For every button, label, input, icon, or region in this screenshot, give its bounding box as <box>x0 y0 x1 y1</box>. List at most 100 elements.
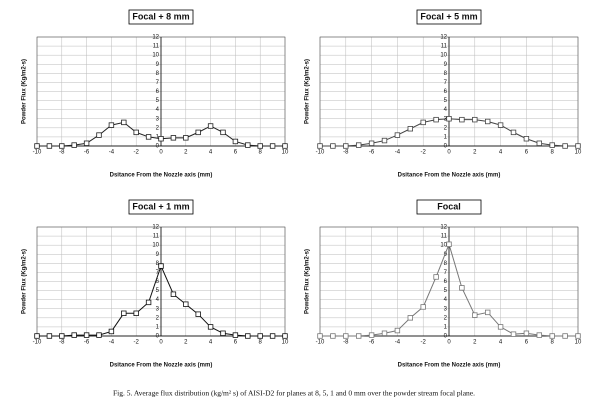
x-tick-label: -8 <box>59 340 65 346</box>
data-point <box>158 263 164 269</box>
data-point <box>96 332 102 338</box>
x-tick-label: -4 <box>395 340 401 346</box>
x-tick-label: 2 <box>473 340 477 346</box>
x-tick-label: 8 <box>259 340 263 346</box>
data-point <box>133 310 139 316</box>
y-tick-label: 6 <box>444 89 448 95</box>
y-tick-label: 9 <box>444 62 448 68</box>
data-point <box>368 140 375 146</box>
x-axis-label: Dsitance From the Nozzle axis (mm) <box>110 363 213 369</box>
y-tick-label: 7 <box>156 80 160 86</box>
data-point <box>484 309 491 316</box>
data-point <box>317 143 323 149</box>
data-point <box>232 138 239 145</box>
data-point <box>59 333 65 339</box>
data-point <box>381 137 388 144</box>
data-point <box>355 333 362 339</box>
data-point <box>108 122 115 128</box>
y-tick-label: 4 <box>156 297 160 303</box>
y-tick-label: 9 <box>156 252 160 258</box>
x-tick-label: 6 <box>234 150 238 156</box>
y-tick-label: 12 <box>152 35 159 41</box>
y-tick-label: 0 <box>444 144 448 150</box>
data-point <box>269 333 276 339</box>
y-tick-label: 11 <box>441 44 448 50</box>
data-point <box>472 116 478 123</box>
x-tick-label: 0 <box>159 340 163 346</box>
data-point <box>269 143 276 149</box>
y-tick-label: 10 <box>440 53 447 59</box>
data-point <box>46 333 53 339</box>
x-axis-label: Dsitance From the Nozzle axis (mm) <box>398 363 501 369</box>
data-point <box>446 116 452 122</box>
x-tick-label: 10 <box>575 340 582 346</box>
data-point <box>446 241 452 247</box>
data-point <box>220 129 226 136</box>
data-point <box>562 333 568 339</box>
y-tick-label: 9 <box>444 252 448 258</box>
y-tick-label: 3 <box>444 306 448 312</box>
x-tick-label: 0 <box>447 340 451 346</box>
data-point <box>183 301 189 307</box>
chart-title: Focal + 1 mm <box>132 201 189 211</box>
y-axis-label: Powder Flux (Kg/m2-s) <box>305 249 311 314</box>
data-point <box>549 142 555 148</box>
title-box <box>128 9 194 25</box>
data-point <box>158 136 164 142</box>
data-point <box>536 332 542 338</box>
caption: Fig. 5. Average flux distribution (kg/m²… <box>113 389 475 398</box>
data-point <box>394 132 401 138</box>
data-point <box>575 333 581 339</box>
x-tick-label: -4 <box>109 150 115 156</box>
x-tick-label: -2 <box>421 340 427 346</box>
x-tick-label: 10 <box>282 150 289 156</box>
y-tick-label: 5 <box>444 98 448 104</box>
data-point <box>472 312 478 318</box>
y-tick-label: 12 <box>440 225 447 231</box>
data-point <box>257 333 263 339</box>
x-tick-label: 0 <box>159 150 163 156</box>
data-point <box>433 274 439 280</box>
y-tick-label: 12 <box>440 35 447 41</box>
y-tick-label: 0 <box>156 144 160 150</box>
y-tick-label: 2 <box>156 315 160 321</box>
x-tick-label: -8 <box>343 340 349 346</box>
data-point <box>317 333 323 339</box>
x-tick-label: 2 <box>184 150 188 156</box>
y-tick-label: 5 <box>156 288 160 294</box>
x-tick-label: -8 <box>343 150 349 156</box>
y-tick-label: 9 <box>156 62 160 68</box>
data-point <box>459 116 465 123</box>
data-point <box>195 311 201 317</box>
x-tick-label: 6 <box>234 340 238 346</box>
data-point <box>510 331 517 337</box>
data-point <box>523 136 530 142</box>
x-tick-label: 4 <box>209 150 213 156</box>
y-tick-label: 11 <box>153 44 160 50</box>
data-point <box>355 142 362 148</box>
data-point <box>83 140 90 146</box>
y-tick-label: 8 <box>156 261 160 267</box>
data-point <box>459 285 465 291</box>
y-tick-label: 2 <box>444 315 448 321</box>
data-point <box>71 332 77 338</box>
x-tick-label: -6 <box>369 340 375 346</box>
x-axis-label: Dsitance From the Nozzle axis (mm) <box>398 173 501 179</box>
data-point <box>523 330 530 336</box>
data-point <box>407 315 413 321</box>
data-point <box>46 143 53 149</box>
chart-title: Focal <box>437 201 461 211</box>
data-point <box>34 333 40 339</box>
y-tick-label: 10 <box>152 243 159 249</box>
data-point <box>245 142 251 148</box>
x-tick-label: 8 <box>259 150 263 156</box>
data-point <box>83 332 90 338</box>
x-tick-label: -2 <box>134 340 140 346</box>
data-point <box>497 324 504 330</box>
data-point <box>34 143 40 149</box>
y-tick-label: 0 <box>444 334 448 340</box>
y-tick-label: 0 <box>156 334 160 340</box>
y-tick-label: 4 <box>444 297 448 303</box>
y-tick-label: 11 <box>153 234 160 240</box>
x-tick-label: 10 <box>575 150 582 156</box>
